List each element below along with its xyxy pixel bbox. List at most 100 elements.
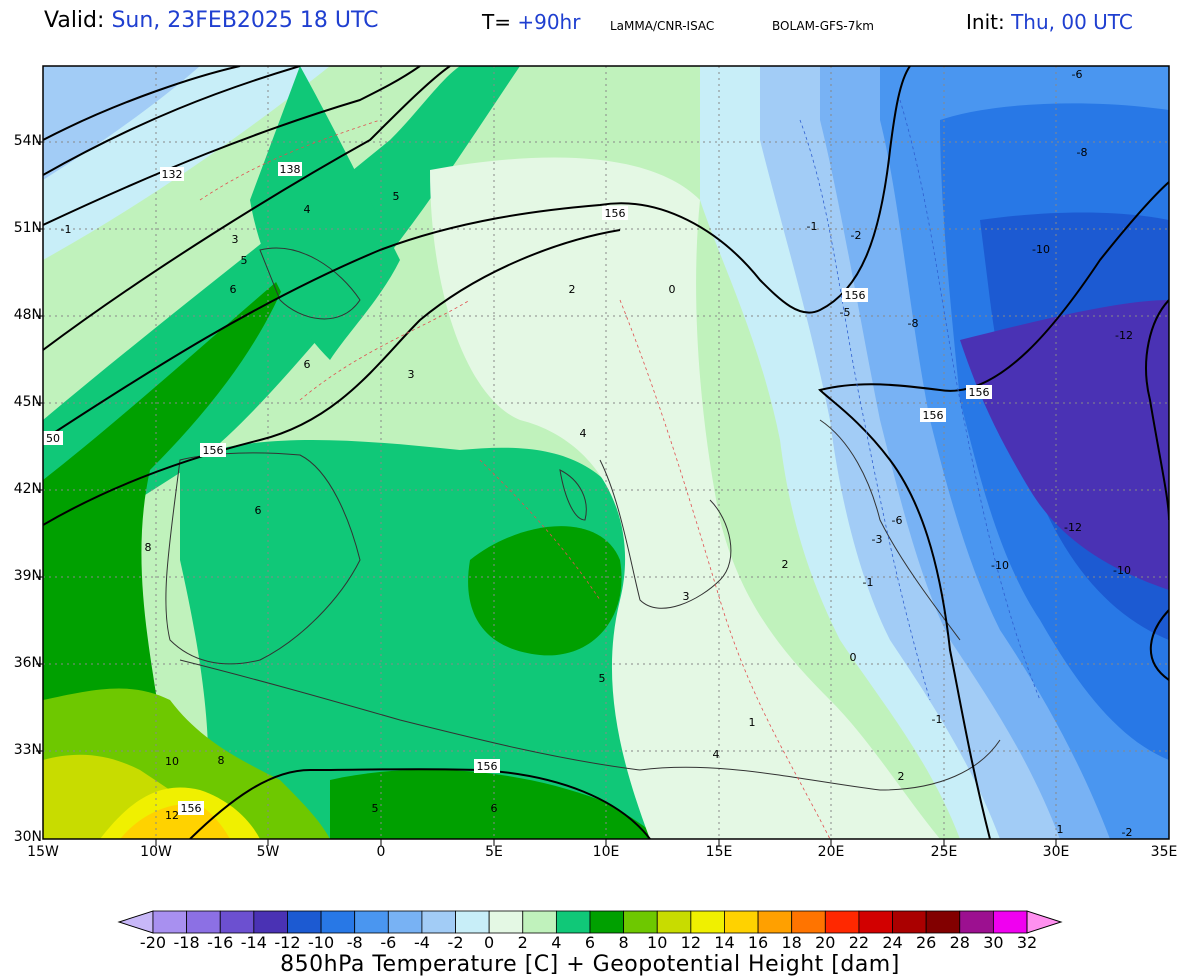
temp-label: 5 bbox=[599, 672, 606, 685]
t-value: +90hr bbox=[517, 10, 581, 34]
lat-tick: 45N bbox=[13, 394, 42, 410]
lon-tick: 35E bbox=[1150, 844, 1178, 860]
temp-label: 4 bbox=[713, 748, 720, 761]
temp-label: 12 bbox=[165, 809, 179, 822]
temp-label: -6 bbox=[1072, 68, 1083, 81]
temp-label: -3 bbox=[872, 533, 883, 546]
temp-label: 3 bbox=[232, 233, 239, 246]
lon-tick: 25E bbox=[930, 844, 958, 860]
colorbar-tick-label: 2 bbox=[517, 933, 528, 952]
lon-tick: 5E bbox=[485, 844, 503, 860]
height-label: 156 bbox=[203, 444, 224, 457]
colorbar-swatch bbox=[219, 910, 255, 934]
temp-label: 2 bbox=[569, 283, 576, 296]
colorbar-swatch bbox=[892, 910, 927, 934]
valid-label: Valid: bbox=[44, 8, 105, 33]
temp-label: -12 bbox=[1064, 521, 1082, 534]
colorbar-tick-label: 30 bbox=[983, 933, 1004, 952]
credit-text: LaMMA/CNR-ISAC bbox=[610, 19, 715, 33]
colorbar-swatch bbox=[690, 910, 725, 934]
lon-tick: 5W bbox=[256, 844, 280, 860]
temp-label: 1 bbox=[1057, 823, 1064, 836]
temperature-labels: -1 3 4 5 5 6 6 6 8 8 10 12 3 2 0 -1 -2 -… bbox=[61, 68, 1133, 839]
lat-tick: 42N bbox=[13, 481, 42, 497]
model-name: BOLAM-GFS-7km bbox=[772, 19, 874, 33]
colorbar-swatch bbox=[824, 910, 860, 934]
init-time: Init: Thu, 00 UTC bbox=[966, 10, 1133, 34]
init-value: Thu, 00 UTC bbox=[1011, 10, 1133, 34]
temp-label: 4 bbox=[304, 203, 311, 216]
temp-label: 2 bbox=[898, 770, 905, 783]
temp-label: -8 bbox=[1077, 146, 1088, 159]
lat-tick: 36N bbox=[13, 655, 42, 671]
temp-label: 5 bbox=[372, 802, 379, 815]
colorbar-swatch bbox=[992, 910, 1028, 934]
colorbar-arrow-high bbox=[1026, 910, 1063, 934]
colorbar-tick-label: -8 bbox=[346, 933, 363, 952]
colorbar-tick-label: 8 bbox=[618, 933, 629, 952]
temp-label: -5 bbox=[840, 306, 851, 319]
temp-label: 5 bbox=[241, 254, 248, 267]
temp-label: -12 bbox=[1115, 329, 1133, 342]
height-label: 156 bbox=[923, 409, 944, 422]
colorbar-tick-label: -12 bbox=[274, 933, 301, 952]
colorbar-tick-label: 12 bbox=[680, 933, 702, 952]
temp-label: 5 bbox=[393, 190, 400, 203]
temp-label: 0 bbox=[850, 651, 857, 664]
lon-tick: 15E bbox=[705, 844, 733, 860]
colorbar-tick-label: 6 bbox=[584, 933, 596, 952]
colorbar-tick-label: -2 bbox=[447, 933, 464, 952]
lon-tick: 15W bbox=[27, 844, 59, 860]
init-label: Init: bbox=[966, 10, 1005, 34]
colorbar-swatch bbox=[656, 910, 692, 934]
height-label: 132 bbox=[162, 168, 183, 181]
colorbar-swatch bbox=[320, 910, 356, 934]
colorbar bbox=[117, 910, 1063, 934]
temperature-field: 132 138 156 156 156 156 156 156 156 50 -… bbox=[43, 66, 1169, 839]
colorbar-swatch bbox=[623, 910, 658, 934]
colorbar-tick-label: -6 bbox=[380, 933, 397, 952]
colorbar-swatch bbox=[253, 910, 288, 934]
colorbar-tick-label: -16 bbox=[207, 933, 234, 952]
temp-label: 8 bbox=[218, 754, 225, 767]
coastlines bbox=[165, 247, 1001, 791]
lon-tick: 10W bbox=[140, 844, 172, 860]
height-label: 138 bbox=[280, 163, 301, 176]
colorbar-swatch bbox=[724, 910, 759, 934]
colorbar-swatch bbox=[555, 910, 591, 934]
colorbar-swatch bbox=[421, 910, 456, 934]
lon-tick: 10E bbox=[592, 844, 620, 860]
colorbar-swatch bbox=[858, 910, 893, 934]
temp-label: -1 bbox=[807, 220, 818, 233]
lat-tick: 39N bbox=[13, 568, 42, 584]
colorbar-tick-label: 14 bbox=[714, 933, 735, 952]
temp-label: -1 bbox=[863, 576, 874, 589]
temp-label: 6 bbox=[491, 802, 498, 815]
temp-label: 3 bbox=[683, 590, 690, 603]
temp-label: 2 bbox=[782, 558, 789, 571]
colorbar-tick-label: 24 bbox=[882, 933, 903, 952]
colorbar-tick-label: 10 bbox=[647, 933, 668, 952]
temp-label: 1 bbox=[749, 716, 756, 729]
height-label: 50 bbox=[46, 432, 60, 445]
colorbar-swatch bbox=[387, 910, 423, 934]
lat-tick: 48N bbox=[13, 307, 42, 323]
colorbar-tick-label: -4 bbox=[413, 933, 430, 952]
height-label: 156 bbox=[969, 386, 990, 399]
temp-label: 4 bbox=[580, 427, 587, 440]
t-label: T= bbox=[482, 10, 511, 34]
temp-label: 10 bbox=[165, 755, 179, 768]
colorbar-swatch bbox=[354, 910, 389, 934]
lon-tick: 20E bbox=[817, 844, 845, 860]
forecast-step: T= +90hr bbox=[482, 10, 580, 34]
height-label: 156 bbox=[605, 207, 626, 220]
colorbar-swatch bbox=[757, 910, 793, 934]
temp-label: -6 bbox=[892, 514, 903, 527]
colorbar-tick-label: -14 bbox=[240, 933, 267, 952]
valid-value: Sun, 23FEB2025 18 UTC bbox=[111, 8, 379, 33]
temp-label: -2 bbox=[851, 229, 862, 242]
colorbar-swatch bbox=[488, 910, 524, 934]
colorbar-tick-label: 22 bbox=[848, 933, 870, 952]
colorbar-swatch bbox=[287, 910, 322, 934]
